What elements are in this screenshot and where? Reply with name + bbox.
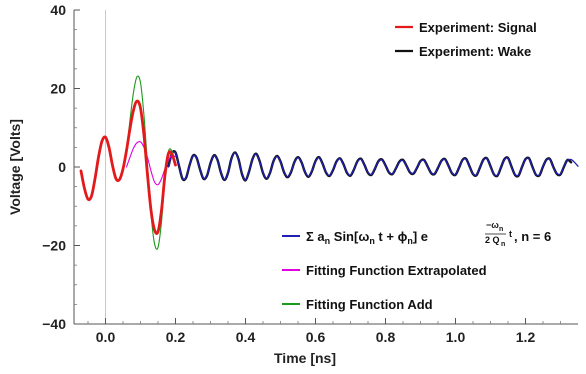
x-tick-label: 1.2 [516, 329, 536, 345]
svg-text:t: t [509, 229, 512, 239]
y-axis-label: Voltage [Volts] [7, 119, 23, 215]
legend-label-extrapolated: Fitting Function Extrapolated [306, 263, 487, 278]
svg-text:n: n [499, 226, 503, 233]
x-axis-ticks: 0.0 0.2 0.4 0.6 0.8 1.0 1.2 [87, 318, 561, 345]
legend-label-signal: Experiment: Signal [419, 20, 537, 35]
svg-text:−ω: −ω [486, 220, 499, 230]
x-tick-label: 0.0 [96, 329, 116, 345]
x-tick-label: 0.8 [376, 329, 396, 345]
legend-label-fit-sum: Σ an Sin[ωn t + ϕn] e [306, 229, 428, 246]
legend-label-add: Fitting Function Add [306, 297, 433, 312]
y-tick-label: 20 [50, 81, 66, 97]
series-layer [79, 75, 579, 250]
legend-top: Experiment: Signal Experiment: Wake [395, 20, 537, 59]
svg-text:2 Q: 2 Q [485, 235, 500, 245]
x-tick-label: 0.4 [236, 329, 256, 345]
series-signal [79, 99, 177, 235]
y-axis-ticks: −40 −20 0 20 40 [42, 2, 80, 332]
x-axis-label: Time [ns] [274, 350, 336, 366]
series-fit-sum [167, 151, 579, 181]
svg-text:n: n [501, 241, 505, 248]
y-tick-label: −20 [42, 238, 66, 254]
y-tick-label: 0 [58, 159, 66, 175]
legend-label-fit-sum-n: , n = 6 [514, 229, 551, 244]
y-tick-label: 40 [50, 2, 66, 18]
legend-label-wake: Experiment: Wake [419, 44, 531, 59]
x-tick-label: 1.0 [446, 329, 466, 345]
y-tick-label: −40 [42, 316, 66, 332]
legend-exponent: −ω n 2 Q n t [485, 220, 512, 248]
x-tick-label: 0.2 [166, 329, 186, 345]
x-tick-label: 0.6 [306, 329, 326, 345]
legend-bottom: Σ an Sin[ωn t + ϕn] e −ω n 2 Q n t , n =… [282, 220, 551, 312]
